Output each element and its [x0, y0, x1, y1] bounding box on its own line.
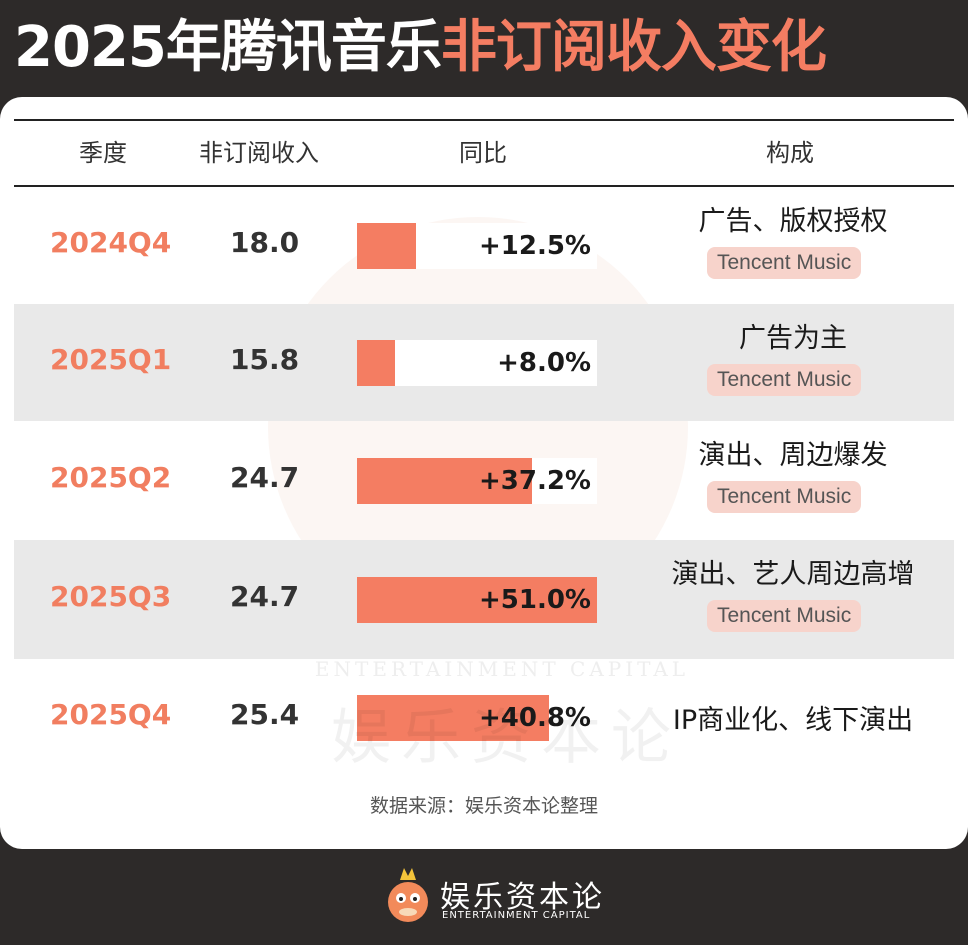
- quarter-label: 2025Q1: [50, 342, 172, 376]
- composition-text: IP商业化、线下演出: [672, 705, 914, 736]
- composition-text: 演出、艺人周边高增: [671, 559, 915, 590]
- yoy-label: +12.5%: [479, 230, 591, 261]
- table-row: 2025Q3 24.7 +51.0% 演出、艺人周边高增 Tencent Music: [14, 540, 954, 659]
- watermark-en: ENTERTAINMENT CAPITAL: [314, 657, 690, 681]
- source-badge: Tencent Music: [707, 481, 862, 513]
- yoy-bar-track: +51.0%: [357, 576, 597, 623]
- table-top-rule: [14, 119, 954, 121]
- source-badge: Tencent Music: [707, 247, 862, 279]
- composition-text: 广告、版权授权: [698, 206, 888, 237]
- quarter-label: 2025Q4: [50, 698, 172, 731]
- source-note: 数据来源：娱乐资本论整理: [369, 795, 598, 817]
- title-highlight: 非订阅收入变化: [440, 15, 827, 80]
- revenue-value: 18.0: [230, 225, 300, 259]
- yoy-bar-track: +12.5%: [357, 222, 597, 269]
- quarter-label: 2025Q2: [50, 460, 172, 494]
- yoy-bar-track: +37.2%: [357, 457, 597, 504]
- quarter-label: 2025Q3: [50, 579, 172, 613]
- composition-text: 演出、周边爆发: [698, 440, 888, 471]
- source-badge: Tencent Music: [707, 364, 862, 396]
- table-row: 2024Q4 18.0 +12.5% 广告、版权授权 Tencent Music: [14, 187, 954, 304]
- yoy-bar: [357, 222, 416, 269]
- header-composition: 构成: [766, 139, 814, 167]
- footer-logo: 娱乐资本论 ENTERTAINMENT CAPITAL: [380, 858, 620, 936]
- header-yoy: 同比: [459, 139, 507, 167]
- revenue-value: 25.4: [230, 698, 300, 731]
- yoy-bar-track: +40.8%: [357, 695, 597, 741]
- yoy-label: +37.2%: [479, 465, 591, 496]
- table-row: 2025Q2 24.7 +37.2% 演出、周边爆发 Tencent Music: [14, 421, 954, 540]
- yoy-bar: [357, 339, 395, 386]
- title-main: 年腾讯音乐: [165, 15, 442, 80]
- revenue-value: 15.8: [230, 342, 300, 376]
- yoy-bar-track: +8.0%: [357, 339, 597, 386]
- quarter-label: 2024Q4: [50, 225, 172, 259]
- yoy-bar: [357, 576, 597, 623]
- yoy-bar: [357, 695, 549, 741]
- logo-text-en: ENTERTAINMENT CAPITAL: [442, 910, 591, 921]
- table-card: 季度 非订阅收入 同比 构成 2024Q4 18.0 +12.5% 广告、版权授权 Te…: [0, 97, 968, 849]
- source-badge: Tencent Music: [707, 600, 862, 632]
- table-row: 2025Q1 15.8 +8.0% 广告为主 Tencent Music: [14, 304, 954, 421]
- revenue-value: 24.7: [230, 460, 300, 494]
- yoy-label: +8.0%: [497, 347, 591, 378]
- yoy-label: +40.8%: [479, 703, 591, 733]
- page-title: 2025年腾讯音乐非订阅收入变化: [14, 8, 827, 88]
- table-row: 2025Q4 25.4 +40.8% IP商业化、线下演出: [14, 659, 954, 777]
- mascot-logo-icon: [388, 868, 428, 922]
- composition-text: 广告为主: [739, 323, 847, 354]
- title-year: 2025: [14, 15, 167, 80]
- watermark-cn: 娱乐资本论: [331, 703, 681, 773]
- logo-text-cn: 娱乐资本论: [440, 880, 605, 915]
- revenue-value: 24.7: [230, 579, 300, 613]
- header-revenue: 非订阅收入: [199, 139, 319, 167]
- yoy-bar: [357, 457, 532, 504]
- table-header-rule: [14, 185, 954, 187]
- yoy-label: +51.0%: [479, 584, 591, 615]
- header-quarter: 季度: [79, 139, 127, 167]
